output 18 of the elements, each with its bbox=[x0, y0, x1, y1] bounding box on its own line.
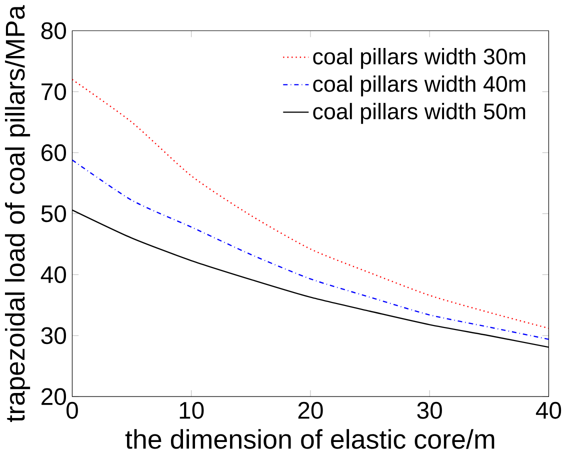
x-tick-label: 40 bbox=[536, 402, 562, 419]
x-tick-label: 0 bbox=[66, 402, 78, 419]
x-tick-label: 10 bbox=[180, 402, 204, 419]
x-tick-label: 30 bbox=[417, 402, 442, 419]
line-series bbox=[72, 159, 549, 340]
y-tick-label: 30 bbox=[41, 327, 66, 344]
legend-label: coal pillars width 30m bbox=[313, 48, 526, 69]
y-tick-label: 50 bbox=[41, 205, 66, 222]
y-tick-label: 20 bbox=[42, 388, 66, 406]
y-axis-title: trapezoidal load of coal pillars/MPa bbox=[4, 5, 30, 422]
y-tick-label: 40 bbox=[40, 266, 66, 284]
legend-label: coal pillars width 40m bbox=[313, 76, 526, 96]
y-tick-label: 60 bbox=[42, 144, 66, 162]
x-axis-title: the dimension of elastic core/m bbox=[125, 429, 494, 449]
y-tick-label: 80 bbox=[41, 22, 66, 40]
x-tick-label: 20 bbox=[298, 402, 323, 419]
y-tick-label: 70 bbox=[42, 83, 66, 100]
legend-label: coal pillars width 50m bbox=[313, 103, 526, 124]
